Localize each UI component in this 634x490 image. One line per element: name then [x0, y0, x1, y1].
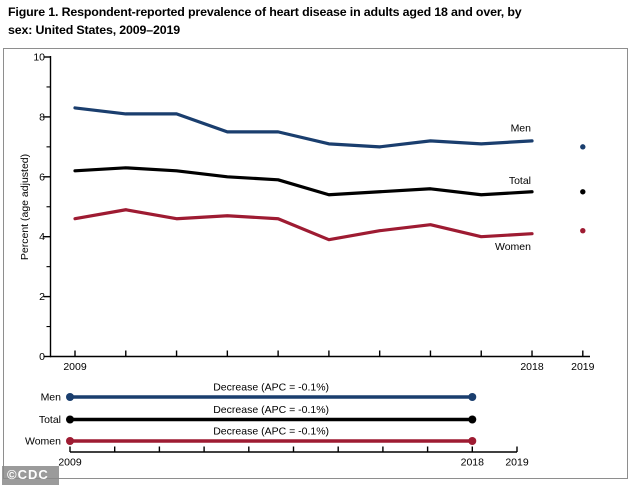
cdc-logo: ©CDC: [2, 466, 59, 485]
series-label-men: Men: [511, 123, 532, 135]
apc-x-tick-label: 2019: [505, 457, 529, 469]
apc-dot-end-men: [468, 393, 477, 401]
figure-border: [3, 48, 628, 479]
y-tick-label: 6: [39, 171, 45, 183]
y-tick-label: 4: [39, 231, 45, 243]
x-tick-label: 2009: [63, 361, 87, 373]
apc-x-tick-label: 2009: [58, 457, 82, 469]
figure-title-line2: sex: United States, 2009–2019: [8, 22, 180, 37]
series-line-men: [73, 106, 534, 149]
apc-dot-end-women: [468, 437, 477, 445]
y-axis-title: Percent (age adjusted): [19, 154, 31, 260]
x-tick-label: 2018: [520, 361, 544, 373]
dot-2019-total: [580, 189, 586, 195]
apc-row-label-women: Women: [25, 436, 61, 448]
dot-2019-men: [580, 144, 586, 150]
series-label-women: Women: [495, 241, 531, 253]
apc-row-label-total: Total: [39, 414, 61, 426]
dot-2019-women: [580, 228, 586, 234]
apc-annotation-men: Decrease (APC = -0.1%): [213, 382, 329, 394]
y-tick-label: 2: [39, 291, 45, 303]
series-line-total: [73, 166, 534, 197]
y-tick-label: 8: [39, 111, 45, 123]
apc-annotation-total: Decrease (APC = -0.1%): [213, 404, 329, 416]
figure-title: Figure 1. Respondent-reported prevalence…: [8, 4, 630, 39]
apc-x-tick-label: 2018: [461, 457, 485, 469]
x-tick-label: 2019: [571, 361, 595, 373]
apc-annotation-women: Decrease (APC = -0.1%): [213, 426, 329, 438]
y-tick-label: 0: [39, 351, 45, 363]
figure-title-line1: Figure 1. Respondent-reported prevalence…: [8, 5, 522, 19]
apc-dot-start-total: [66, 415, 74, 424]
apc-dot-start-women: [66, 437, 74, 445]
series-label-total: Total: [509, 175, 531, 187]
apc-dot-start-men: [66, 393, 74, 401]
apc-row-label-men: Men: [41, 392, 62, 404]
y-tick-label: 10: [33, 52, 45, 64]
apc-dot-end-total: [468, 415, 477, 424]
series-line-women: [73, 208, 534, 242]
